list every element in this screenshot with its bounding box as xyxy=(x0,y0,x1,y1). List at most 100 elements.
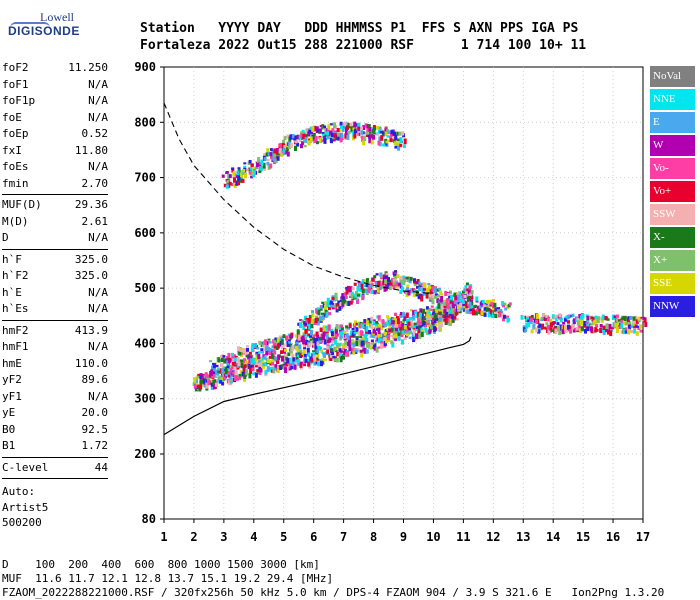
echo-point xyxy=(256,369,260,373)
echo-point xyxy=(237,360,241,367)
echo-point xyxy=(240,176,243,182)
echo-point xyxy=(427,284,431,290)
echo-point xyxy=(362,125,366,130)
echo-point xyxy=(379,286,383,289)
param-value: N/A xyxy=(88,285,108,299)
echo-point xyxy=(504,307,508,311)
echo-point xyxy=(339,302,343,309)
echo-point xyxy=(438,324,442,331)
param-name: foEs xyxy=(2,160,29,173)
echo-point xyxy=(288,141,292,146)
echo-point xyxy=(388,328,392,333)
echo-point xyxy=(380,340,384,346)
echo-point xyxy=(412,314,416,318)
echo-point xyxy=(299,349,303,353)
echo-point xyxy=(394,337,398,341)
echo-point xyxy=(223,358,227,364)
echo-point xyxy=(446,319,450,323)
param-name: C-level xyxy=(2,460,49,474)
echo-point xyxy=(445,311,449,315)
echo-point xyxy=(622,321,626,325)
echo-point xyxy=(432,323,436,326)
echo-point xyxy=(229,367,233,374)
echo-point xyxy=(201,382,205,387)
echo-point xyxy=(451,306,454,312)
echo-point xyxy=(555,317,559,322)
echo-point xyxy=(350,125,354,132)
echo-point xyxy=(358,127,362,130)
echo-point xyxy=(418,293,422,297)
echo-point xyxy=(291,134,295,139)
echo-point xyxy=(286,151,290,157)
echo-point xyxy=(420,295,424,302)
echo-point xyxy=(417,295,421,300)
echo-point xyxy=(310,358,314,363)
echo-point xyxy=(389,281,393,287)
echo-point xyxy=(383,336,387,342)
logo-line2: DIGISONDE xyxy=(8,24,80,38)
echo-point xyxy=(397,332,401,337)
echo-point xyxy=(330,304,334,308)
echo-point xyxy=(221,174,225,178)
echo-point xyxy=(478,308,482,312)
echo-point xyxy=(308,343,312,347)
echo-point xyxy=(547,316,551,322)
echo-point xyxy=(486,299,489,304)
echo-point xyxy=(317,345,321,350)
echo-point xyxy=(612,314,615,321)
echo-point xyxy=(273,153,277,158)
echo-point xyxy=(383,323,387,327)
echo-point xyxy=(221,381,225,386)
echo-point xyxy=(459,302,463,308)
echo-point xyxy=(295,358,299,361)
echo-point xyxy=(203,385,207,388)
echo-point xyxy=(393,141,397,145)
echo-point xyxy=(207,379,211,386)
echo-point xyxy=(628,321,632,325)
echo-point xyxy=(340,327,344,331)
echo-point xyxy=(321,139,325,143)
echo-point xyxy=(216,374,219,377)
param-row: h`F2 325.0 xyxy=(2,268,108,285)
echo-point xyxy=(446,298,449,302)
param-value: 11.80 xyxy=(74,143,108,157)
echo-point xyxy=(309,335,312,338)
echo-point xyxy=(377,140,381,146)
echo-point xyxy=(337,132,341,137)
echo-point xyxy=(571,324,575,330)
param-name: hmF2 xyxy=(2,323,29,337)
param-value: 325.0 xyxy=(74,252,108,266)
echo-point xyxy=(251,367,255,372)
param-name: yE xyxy=(2,406,16,419)
echo-point xyxy=(533,327,537,330)
echo-point xyxy=(192,382,196,386)
echo-point xyxy=(358,344,362,347)
echo-point xyxy=(408,336,412,340)
echo-point xyxy=(359,349,363,353)
echo-point xyxy=(446,303,450,309)
echo-point xyxy=(243,373,247,379)
echo-point xyxy=(370,283,374,286)
x-tick-label: 4 xyxy=(250,530,257,544)
echo-point xyxy=(217,370,221,374)
echo-point xyxy=(255,166,259,169)
echo-point xyxy=(399,283,403,289)
param-name: MUF(D) xyxy=(2,198,42,211)
echo-point xyxy=(317,309,321,316)
echo-point xyxy=(272,367,276,374)
echo-point xyxy=(300,143,303,149)
echo-point xyxy=(226,365,230,369)
echo-point xyxy=(524,328,528,332)
echo-point xyxy=(355,340,359,347)
echo-point xyxy=(444,316,448,323)
echo-point xyxy=(215,381,219,384)
echo-point xyxy=(363,284,367,287)
echo-point xyxy=(424,327,428,333)
echo-point xyxy=(417,329,421,335)
echo-point xyxy=(581,314,585,318)
echo-point xyxy=(316,358,320,361)
echo-point xyxy=(302,339,306,345)
echo-point xyxy=(386,135,390,138)
param-separator xyxy=(2,456,108,458)
echo-point xyxy=(315,331,319,337)
